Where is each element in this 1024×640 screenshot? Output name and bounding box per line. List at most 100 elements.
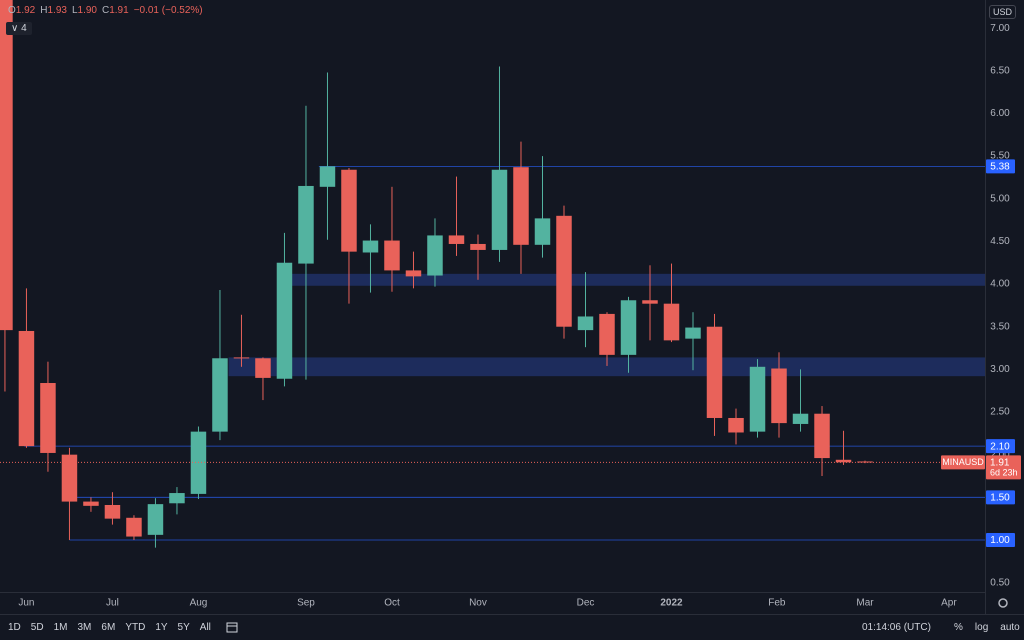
candle-body [771, 368, 787, 424]
candle-body [384, 240, 400, 271]
price-tag-label: 1.50 [990, 492, 1010, 503]
ohlc-key: L [71, 5, 78, 16]
ohlc-value: 1.92 [15, 5, 36, 16]
candle-body [0, 0, 13, 331]
x-tick-label: 2022 [660, 598, 683, 609]
ohlc-legend: O1.92 H1.93 L1.90 C1.91 −0.01 (−0.52%) [8, 5, 203, 16]
price-tag-label: 2.10 [990, 441, 1010, 452]
scale-button[interactable]: log [974, 622, 989, 633]
candle-body [40, 383, 56, 453]
ohlc-key: O [8, 5, 16, 16]
candle-body [814, 413, 830, 459]
candle-body [427, 235, 443, 276]
candle-body [642, 300, 658, 304]
x-tick-label: Oct [384, 598, 400, 609]
y-tick-label: 2.00 [990, 449, 1010, 460]
candle-body [126, 517, 142, 537]
last-price-tag [986, 455, 1021, 480]
ohlc-key: H [40, 5, 48, 16]
candle-body [577, 316, 594, 331]
candle-body [470, 243, 486, 250]
scale-buttons: % log auto [954, 622, 1020, 633]
x-tick-label: Feb [768, 598, 786, 609]
candle-body [341, 169, 357, 252]
last-price-label: 1.91 [990, 457, 1010, 468]
chart: 0.50 1.00 1.50 2.00 2.50 3.00 3.50 4.00 4.50 5.00… [0, 0, 1021, 614]
range-button[interactable]: 5Y [177, 622, 190, 633]
candle-body [319, 166, 336, 187]
ohlc-key: C [101, 5, 110, 16]
x-tick-label: Dec [577, 598, 595, 609]
candle-body [620, 300, 637, 355]
ohlc-value: 1.90 [77, 5, 97, 16]
range-button[interactable]: 1D [8, 622, 21, 633]
x-tick-label: Jul [106, 598, 119, 609]
range-button[interactable]: YTD [125, 622, 146, 633]
ohlc-change: −0.01 (−0.52%) [133, 5, 203, 16]
axes: 0.50 1.00 1.50 2.00 2.50 3.00 3.50 4.00 4.50 5.00… [18, 23, 1021, 609]
candle-body [83, 501, 99, 506]
candle-body [18, 330, 35, 447]
candle-body [233, 357, 250, 359]
range-buttons: 1D 5D 1M 3M 6M YTD 1Y 5Y All [8, 622, 211, 633]
price-tag-label: 1.00 [990, 535, 1010, 546]
y-tick-label: 5.50 [990, 151, 1010, 162]
candle-body [599, 313, 615, 355]
x-tick-label: Mar [856, 598, 874, 609]
candle-body [663, 303, 680, 341]
candle-body [792, 413, 809, 424]
candle-body [706, 326, 723, 418]
candle-body [298, 185, 314, 264]
x-tick-label: Apr [941, 598, 957, 609]
ohlc-item: C1.91 [102, 5, 129, 16]
range-button[interactable]: 3M [77, 622, 92, 633]
ohlc-value: 1.93 [47, 5, 67, 16]
candle-body [147, 504, 164, 535]
candle-body [61, 454, 78, 502]
y-tick-label: 4.00 [990, 279, 1010, 290]
y-tick-label: 3.00 [990, 364, 1010, 375]
y-tick-label: 7.00 [990, 23, 1010, 34]
settings-icon[interactable] [998, 598, 1008, 608]
countdown-label: 6d 23h [990, 468, 1018, 478]
candle-body [104, 504, 121, 519]
range-button[interactable]: 1M [53, 622, 68, 633]
candle-body [835, 459, 852, 463]
bottom-toolbar: 1D 5D 1M 3M 6M YTD 1Y 5Y All 01:14:06 (UTC) % log… [0, 614, 1024, 640]
indicator-count: 4 [21, 23, 27, 34]
candle-body [556, 215, 572, 327]
price-tag [986, 532, 1015, 547]
y-tick-label: 2.50 [990, 407, 1010, 418]
candle-body [405, 270, 422, 277]
ohlc-item: O1.92 [8, 5, 35, 16]
range-button[interactable]: 1Y [155, 622, 168, 633]
candle-body [728, 417, 744, 433]
y-tick-label: 4.50 [990, 236, 1010, 247]
y-tick-label: 5.00 [990, 193, 1010, 204]
candle-body [276, 262, 293, 379]
candle-body [749, 366, 766, 432]
scale-button[interactable]: % [954, 622, 963, 633]
range-button[interactable]: 5D [30, 622, 44, 633]
zone [228, 357, 985, 377]
range-button[interactable]: All [199, 622, 211, 633]
scale-button[interactable]: auto [1000, 622, 1020, 633]
date-range-icon[interactable] [225, 621, 239, 635]
clock: 01:14:06 (UTC) [862, 622, 931, 633]
x-tick-label: Sep [297, 598, 315, 609]
currency-button[interactable]: USD [989, 5, 1017, 19]
price-tag [986, 439, 1015, 454]
candle-body [169, 493, 185, 504]
symbol-tag-label: MINAUSD [942, 457, 984, 467]
y-tick-label: 0.50 [990, 577, 1010, 588]
indicators-toggle[interactable]: ∨ 4 [6, 22, 32, 35]
candle-body [448, 235, 465, 244]
x-tick-label: Jun [18, 598, 34, 609]
candle-body [857, 461, 873, 463]
range-button[interactable]: 6M [101, 622, 116, 633]
candle-body [534, 218, 551, 245]
y-tick-label: 6.50 [990, 65, 1010, 76]
candle-body [362, 240, 379, 253]
x-tick-label: Nov [469, 598, 487, 609]
